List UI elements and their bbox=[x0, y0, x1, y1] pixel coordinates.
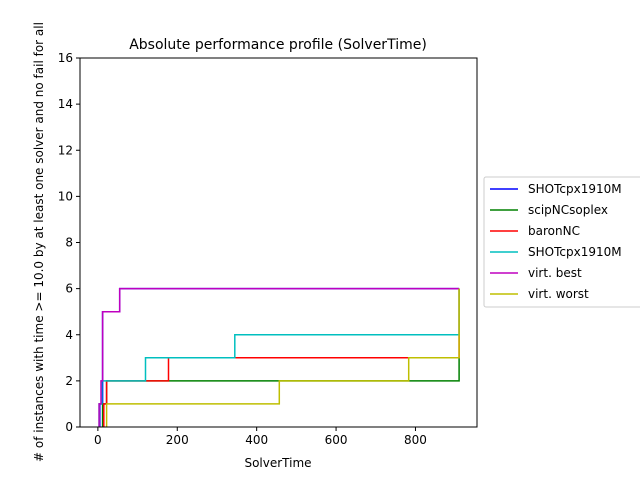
x-tick-label: 600 bbox=[325, 433, 348, 447]
legend-label-5: virt. best bbox=[528, 266, 582, 280]
y-tick-label: 10 bbox=[58, 189, 73, 203]
plot-frame bbox=[79, 57, 478, 428]
plot-lines bbox=[98, 287, 460, 427]
y-tick-label: 6 bbox=[65, 282, 73, 296]
y-tick-label: 16 bbox=[58, 51, 73, 65]
y-tick-label: 8 bbox=[65, 236, 73, 250]
legend-label-1: SHOTcpx1910M bbox=[528, 182, 622, 196]
y-tick-label: 14 bbox=[58, 97, 73, 111]
y-tick-label: 4 bbox=[65, 328, 73, 342]
series-line-5 bbox=[98, 287, 460, 427]
x-tick-label: 400 bbox=[245, 433, 268, 447]
legend-label-3: baronNC bbox=[528, 224, 580, 238]
x-axis-label: SolverTime bbox=[244, 456, 311, 470]
x-tick-label: 0 bbox=[94, 433, 102, 447]
chart-title: Absolute performance profile (SolverTime… bbox=[129, 37, 427, 53]
legend-frame bbox=[483, 176, 640, 308]
y-tick-label: 12 bbox=[58, 143, 73, 157]
series-line-2 bbox=[101, 357, 460, 427]
y-axis-ticks: 0 2 4 6 8 10 12 14 16 bbox=[58, 51, 80, 434]
y-tick-label: 2 bbox=[65, 374, 73, 388]
y-tick-label: 0 bbox=[65, 420, 73, 434]
x-tick-label: 800 bbox=[404, 433, 427, 447]
y-axis-label: # of instances with time >= 10.0 by at l… bbox=[32, 22, 46, 462]
legend: SHOTcpx1910M scipNCsoplex baronNC SHOTcpx19… bbox=[483, 176, 640, 308]
series-line-6 bbox=[105, 288, 460, 427]
legend-label-4: SHOTcpx1910M bbox=[528, 245, 622, 259]
legend-label-6: virt. worst bbox=[528, 287, 589, 301]
legend-label-2: scipNCsoplex bbox=[528, 203, 608, 217]
x-axis-ticks: 0 200 400 600 800 bbox=[94, 427, 427, 447]
x-tick-label: 200 bbox=[166, 433, 189, 447]
